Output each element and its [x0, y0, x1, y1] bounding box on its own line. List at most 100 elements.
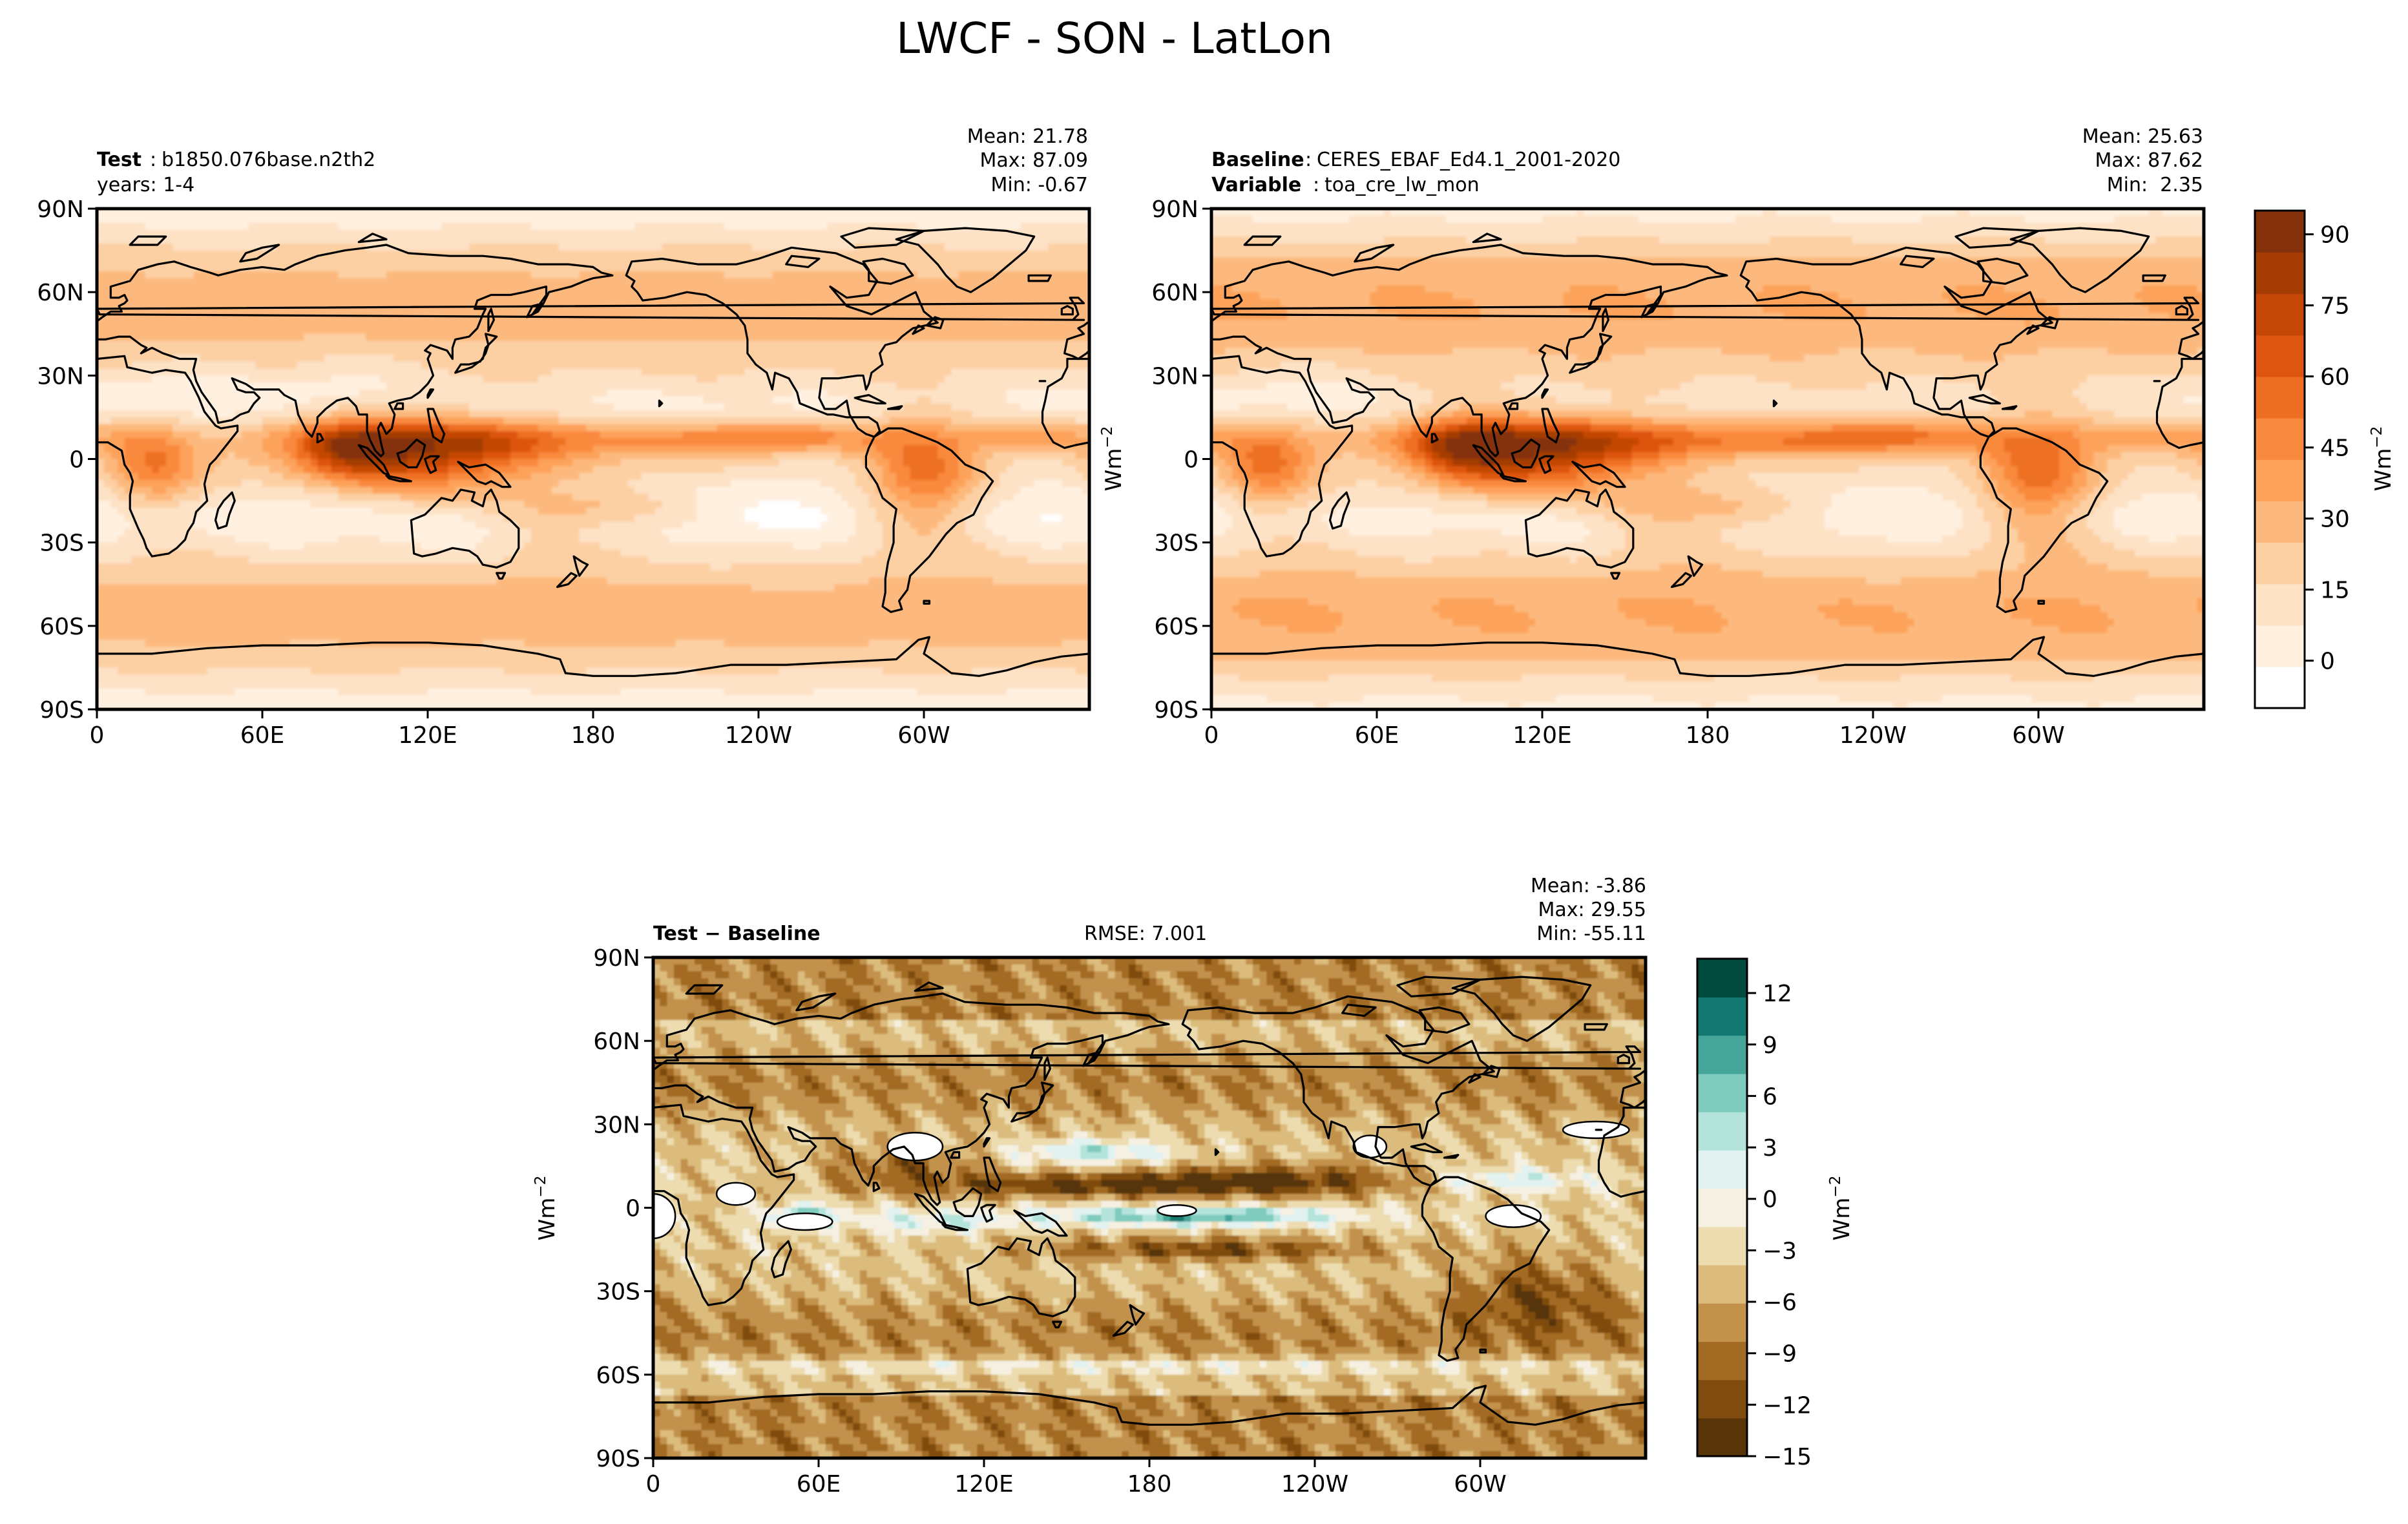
- field-cell: [351, 361, 359, 370]
- field-cell: [297, 410, 304, 418]
- field-cell: [434, 348, 442, 355]
- field-cell: [428, 333, 435, 342]
- field-cell: [124, 236, 132, 244]
- field-cell: [682, 243, 690, 251]
- field-cell: [910, 396, 917, 404]
- field-cell: [779, 348, 787, 355]
- field-cell: [483, 215, 490, 224]
- field-cell: [572, 320, 580, 328]
- field-cell: [469, 264, 477, 272]
- field-cell: [97, 417, 105, 425]
- field-cell: [689, 417, 697, 425]
- field-cell: [827, 292, 835, 300]
- field-cell: [958, 438, 966, 446]
- field-cell: [958, 361, 966, 370]
- field-cell: [614, 438, 622, 446]
- field-cell: [724, 327, 731, 335]
- field-cell: [855, 410, 863, 418]
- field-cell: [552, 264, 560, 272]
- field-cell: [483, 298, 490, 307]
- field-cell: [682, 417, 690, 425]
- field-cell: [627, 445, 635, 453]
- field-cell: [855, 389, 863, 397]
- field-cell: [841, 431, 849, 439]
- field-cell: [634, 229, 642, 237]
- field-cell: [496, 229, 504, 237]
- field-cell: [124, 306, 132, 314]
- field-cell: [676, 333, 684, 342]
- field-cell: [917, 320, 925, 328]
- field-cell: [421, 333, 428, 342]
- field-cell: [676, 278, 684, 286]
- field-cell: [848, 243, 855, 251]
- field-cell: [103, 257, 111, 265]
- field-cell: [317, 264, 325, 272]
- field-cell: [138, 278, 146, 286]
- field-cell: [689, 278, 697, 286]
- field-cell: [255, 320, 263, 328]
- field-cell: [689, 264, 697, 272]
- field-cell: [441, 292, 449, 300]
- field-cell: [945, 222, 952, 230]
- field-cell: [1062, 229, 1069, 237]
- field-cell: [717, 438, 725, 446]
- field-cell: [310, 257, 318, 265]
- field-cell: [393, 243, 401, 251]
- field-cell: [214, 229, 222, 237]
- field-cell: [103, 340, 111, 348]
- field-cell: [724, 215, 731, 224]
- field-cell: [448, 445, 456, 453]
- field-cell: [896, 313, 904, 320]
- field-cell: [759, 361, 766, 370]
- field-cell: [407, 306, 415, 314]
- field-cell: [965, 438, 973, 446]
- field-cell: [165, 222, 173, 230]
- field-cell: [986, 320, 994, 328]
- field-cell: [180, 306, 187, 314]
- field-cell: [806, 271, 814, 279]
- field-cell: [469, 396, 477, 404]
- field-cell: [979, 355, 987, 362]
- field-cell: [351, 375, 359, 383]
- field-cell: [421, 278, 428, 286]
- field-cell: [669, 431, 676, 439]
- field-cell: [1000, 236, 1007, 244]
- field-cell: [262, 236, 270, 244]
- field-cell: [324, 389, 332, 397]
- field-cell: [896, 382, 904, 390]
- field-cell: [283, 209, 291, 216]
- field-cell: [214, 292, 222, 300]
- field-cell: [875, 264, 883, 272]
- field-cell: [676, 410, 684, 418]
- field-cell: [703, 424, 711, 432]
- field-cell: [414, 264, 421, 272]
- field-cell: [372, 278, 380, 286]
- field-cell: [1027, 382, 1035, 390]
- field-cell: [421, 298, 428, 307]
- field-cell: [407, 403, 415, 411]
- field-cell: [951, 313, 959, 320]
- field-cell: [227, 431, 235, 439]
- field-cell: [772, 271, 780, 279]
- field-cell: [827, 298, 835, 307]
- field-cell: [634, 368, 642, 376]
- field-cell: [1062, 222, 1069, 230]
- field-cell: [434, 333, 442, 342]
- field-cell: [538, 229, 545, 237]
- field-cell: [875, 417, 883, 425]
- field-cell: [682, 229, 690, 237]
- field-cell: [503, 396, 511, 404]
- field-cell: [324, 327, 332, 335]
- field-cell: [345, 229, 353, 237]
- field-cell: [441, 424, 449, 432]
- field-cell: [889, 271, 897, 279]
- field-cell: [648, 361, 656, 370]
- field-cell: [724, 424, 731, 432]
- field-cell: [283, 333, 291, 342]
- field-cell: [138, 298, 146, 307]
- field-cell: [951, 250, 959, 258]
- field-cell: [924, 285, 932, 293]
- field-cell: [1007, 271, 1014, 279]
- figure-title: LWCF - SON - LatLon: [896, 14, 1333, 63]
- field-cell: [269, 348, 277, 355]
